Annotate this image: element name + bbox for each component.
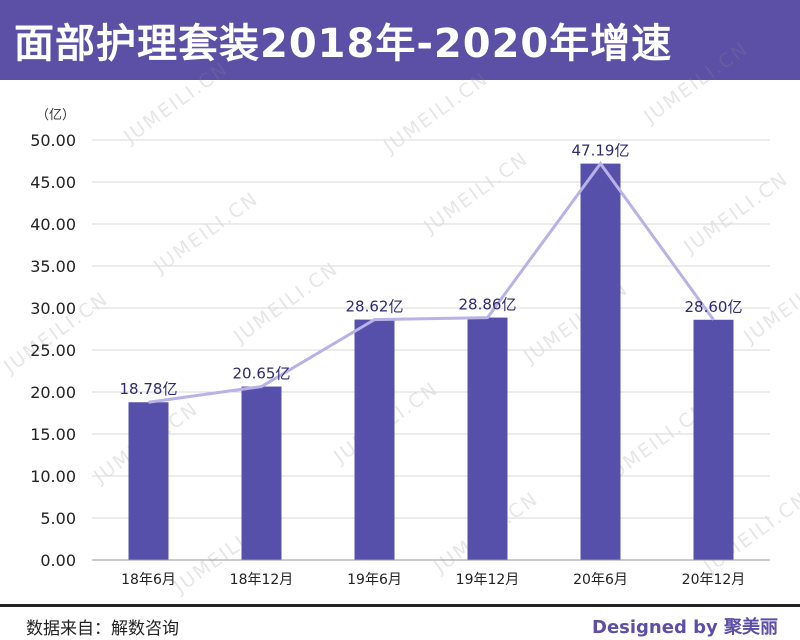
header-banner: 面部护理套装2018年-2020年增速 [0, 0, 800, 80]
y-tick-label: 30.00 [30, 299, 76, 318]
y-tick-label: 35.00 [30, 257, 76, 276]
designer-credit: Designed by 聚美丽 [592, 617, 778, 638]
footer-divider [0, 604, 800, 607]
data-label: 18.78亿 [120, 380, 178, 398]
y-tick-label: 15.00 [30, 425, 76, 444]
data-label: 28.62亿 [346, 298, 404, 316]
x-tick-label: 18年6月 [121, 572, 176, 588]
y-tick-label: 45.00 [30, 173, 76, 192]
y-tick-label: 50.00 [30, 131, 76, 150]
x-tick-label: 18年12月 [230, 572, 294, 588]
y-tick-label: 5.00 [40, 509, 76, 528]
y-tick-label: 10.00 [30, 467, 76, 486]
bar [128, 402, 169, 560]
y-unit-label: （亿） [36, 108, 76, 123]
y-tick-label: 25.00 [30, 341, 76, 360]
bar [241, 386, 282, 560]
x-tick-label: 19年12月 [456, 572, 520, 588]
bar [693, 319, 734, 560]
y-tick-label: 20.00 [30, 383, 76, 402]
x-tick-label: 20年6月 [573, 572, 628, 588]
data-source: 数据来自：解数咨询 [26, 619, 179, 639]
bar [354, 319, 395, 560]
y-tick-label: 0.00 [40, 551, 76, 570]
data-label: 47.19亿 [572, 142, 630, 160]
data-label: 28.60亿 [685, 298, 743, 316]
x-tick-label: 19年6月 [347, 572, 402, 588]
data-label: 20.65亿 [233, 365, 291, 383]
y-tick-label: 40.00 [30, 215, 76, 234]
trend-line [148, 161, 715, 404]
x-tick-label: 20年12月 [682, 572, 746, 588]
bar [580, 163, 621, 560]
chart-title: 面部护理套装2018年-2020年增速 [14, 21, 673, 67]
bar [467, 317, 508, 560]
data-label: 28.86亿 [459, 296, 517, 314]
